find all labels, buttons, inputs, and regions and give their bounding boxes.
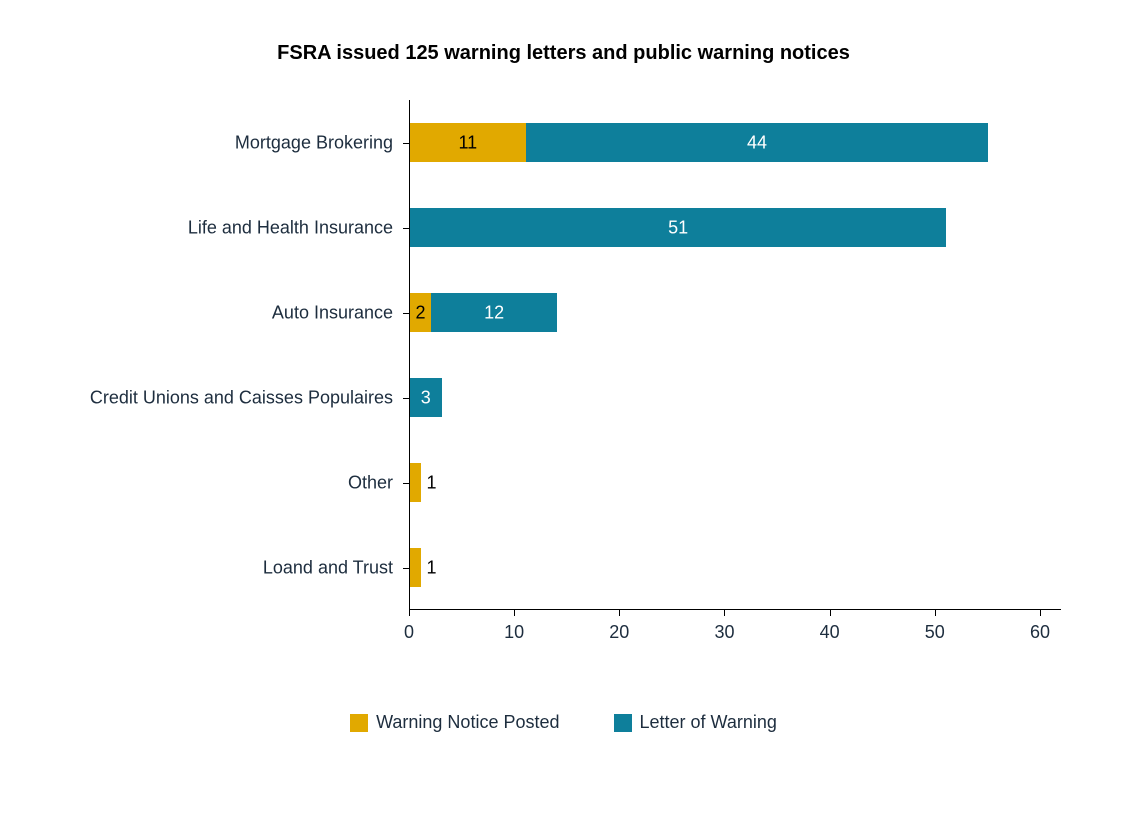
x-tick-mark [1040, 610, 1041, 616]
value-label: 11 [458, 132, 477, 153]
plot-area: 0102030405060Mortgage Brokering1144Life … [409, 100, 1061, 610]
chart-title: FSRA issued 125 warning letters and publ… [0, 42, 1127, 65]
legend-label: Warning Notice Posted [376, 712, 559, 733]
category-label: Other [13, 472, 393, 493]
legend-label: Letter of Warning [640, 712, 777, 733]
y-tick-mark [403, 398, 409, 399]
y-axis-line [409, 100, 410, 610]
category-label: Loand and Trust [13, 557, 393, 578]
category-label: Credit Unions and Caisses Populaires [13, 387, 393, 408]
value-label: 1 [427, 472, 437, 493]
value-label: 12 [484, 302, 504, 323]
x-tick-label: 10 [504, 622, 524, 643]
x-axis-line [409, 609, 1061, 610]
y-tick-mark [403, 143, 409, 144]
legend-item: Letter of Warning [614, 712, 777, 733]
value-label: 44 [747, 132, 767, 153]
legend-swatch [614, 714, 632, 732]
legend: Warning Notice Posted Letter of Warning [0, 712, 1127, 733]
x-tick-mark [830, 610, 831, 616]
category-label: Auto Insurance [13, 302, 393, 323]
chart-container: FSRA issued 125 warning letters and publ… [0, 0, 1127, 816]
value-label: 51 [668, 217, 688, 238]
y-tick-mark [403, 483, 409, 484]
x-tick-label: 40 [820, 622, 840, 643]
legend-swatch [350, 714, 368, 732]
x-tick-label: 30 [714, 622, 734, 643]
x-tick-label: 20 [609, 622, 629, 643]
y-tick-mark [403, 568, 409, 569]
x-tick-label: 50 [925, 622, 945, 643]
legend-item: Warning Notice Posted [350, 712, 559, 733]
x-tick-mark [619, 610, 620, 616]
value-label: 2 [416, 302, 426, 323]
x-tick-label: 0 [404, 622, 414, 643]
bar-segment [410, 463, 421, 501]
bar-segment [410, 548, 421, 586]
category-label: Life and Health Insurance [13, 217, 393, 238]
y-tick-mark [403, 313, 409, 314]
x-tick-mark [514, 610, 515, 616]
x-tick-mark [409, 610, 410, 616]
y-tick-mark [403, 228, 409, 229]
x-tick-mark [724, 610, 725, 616]
value-label: 3 [421, 387, 431, 408]
x-tick-label: 60 [1030, 622, 1050, 643]
value-label: 1 [427, 557, 437, 578]
x-tick-mark [935, 610, 936, 616]
category-label: Mortgage Brokering [13, 132, 393, 153]
